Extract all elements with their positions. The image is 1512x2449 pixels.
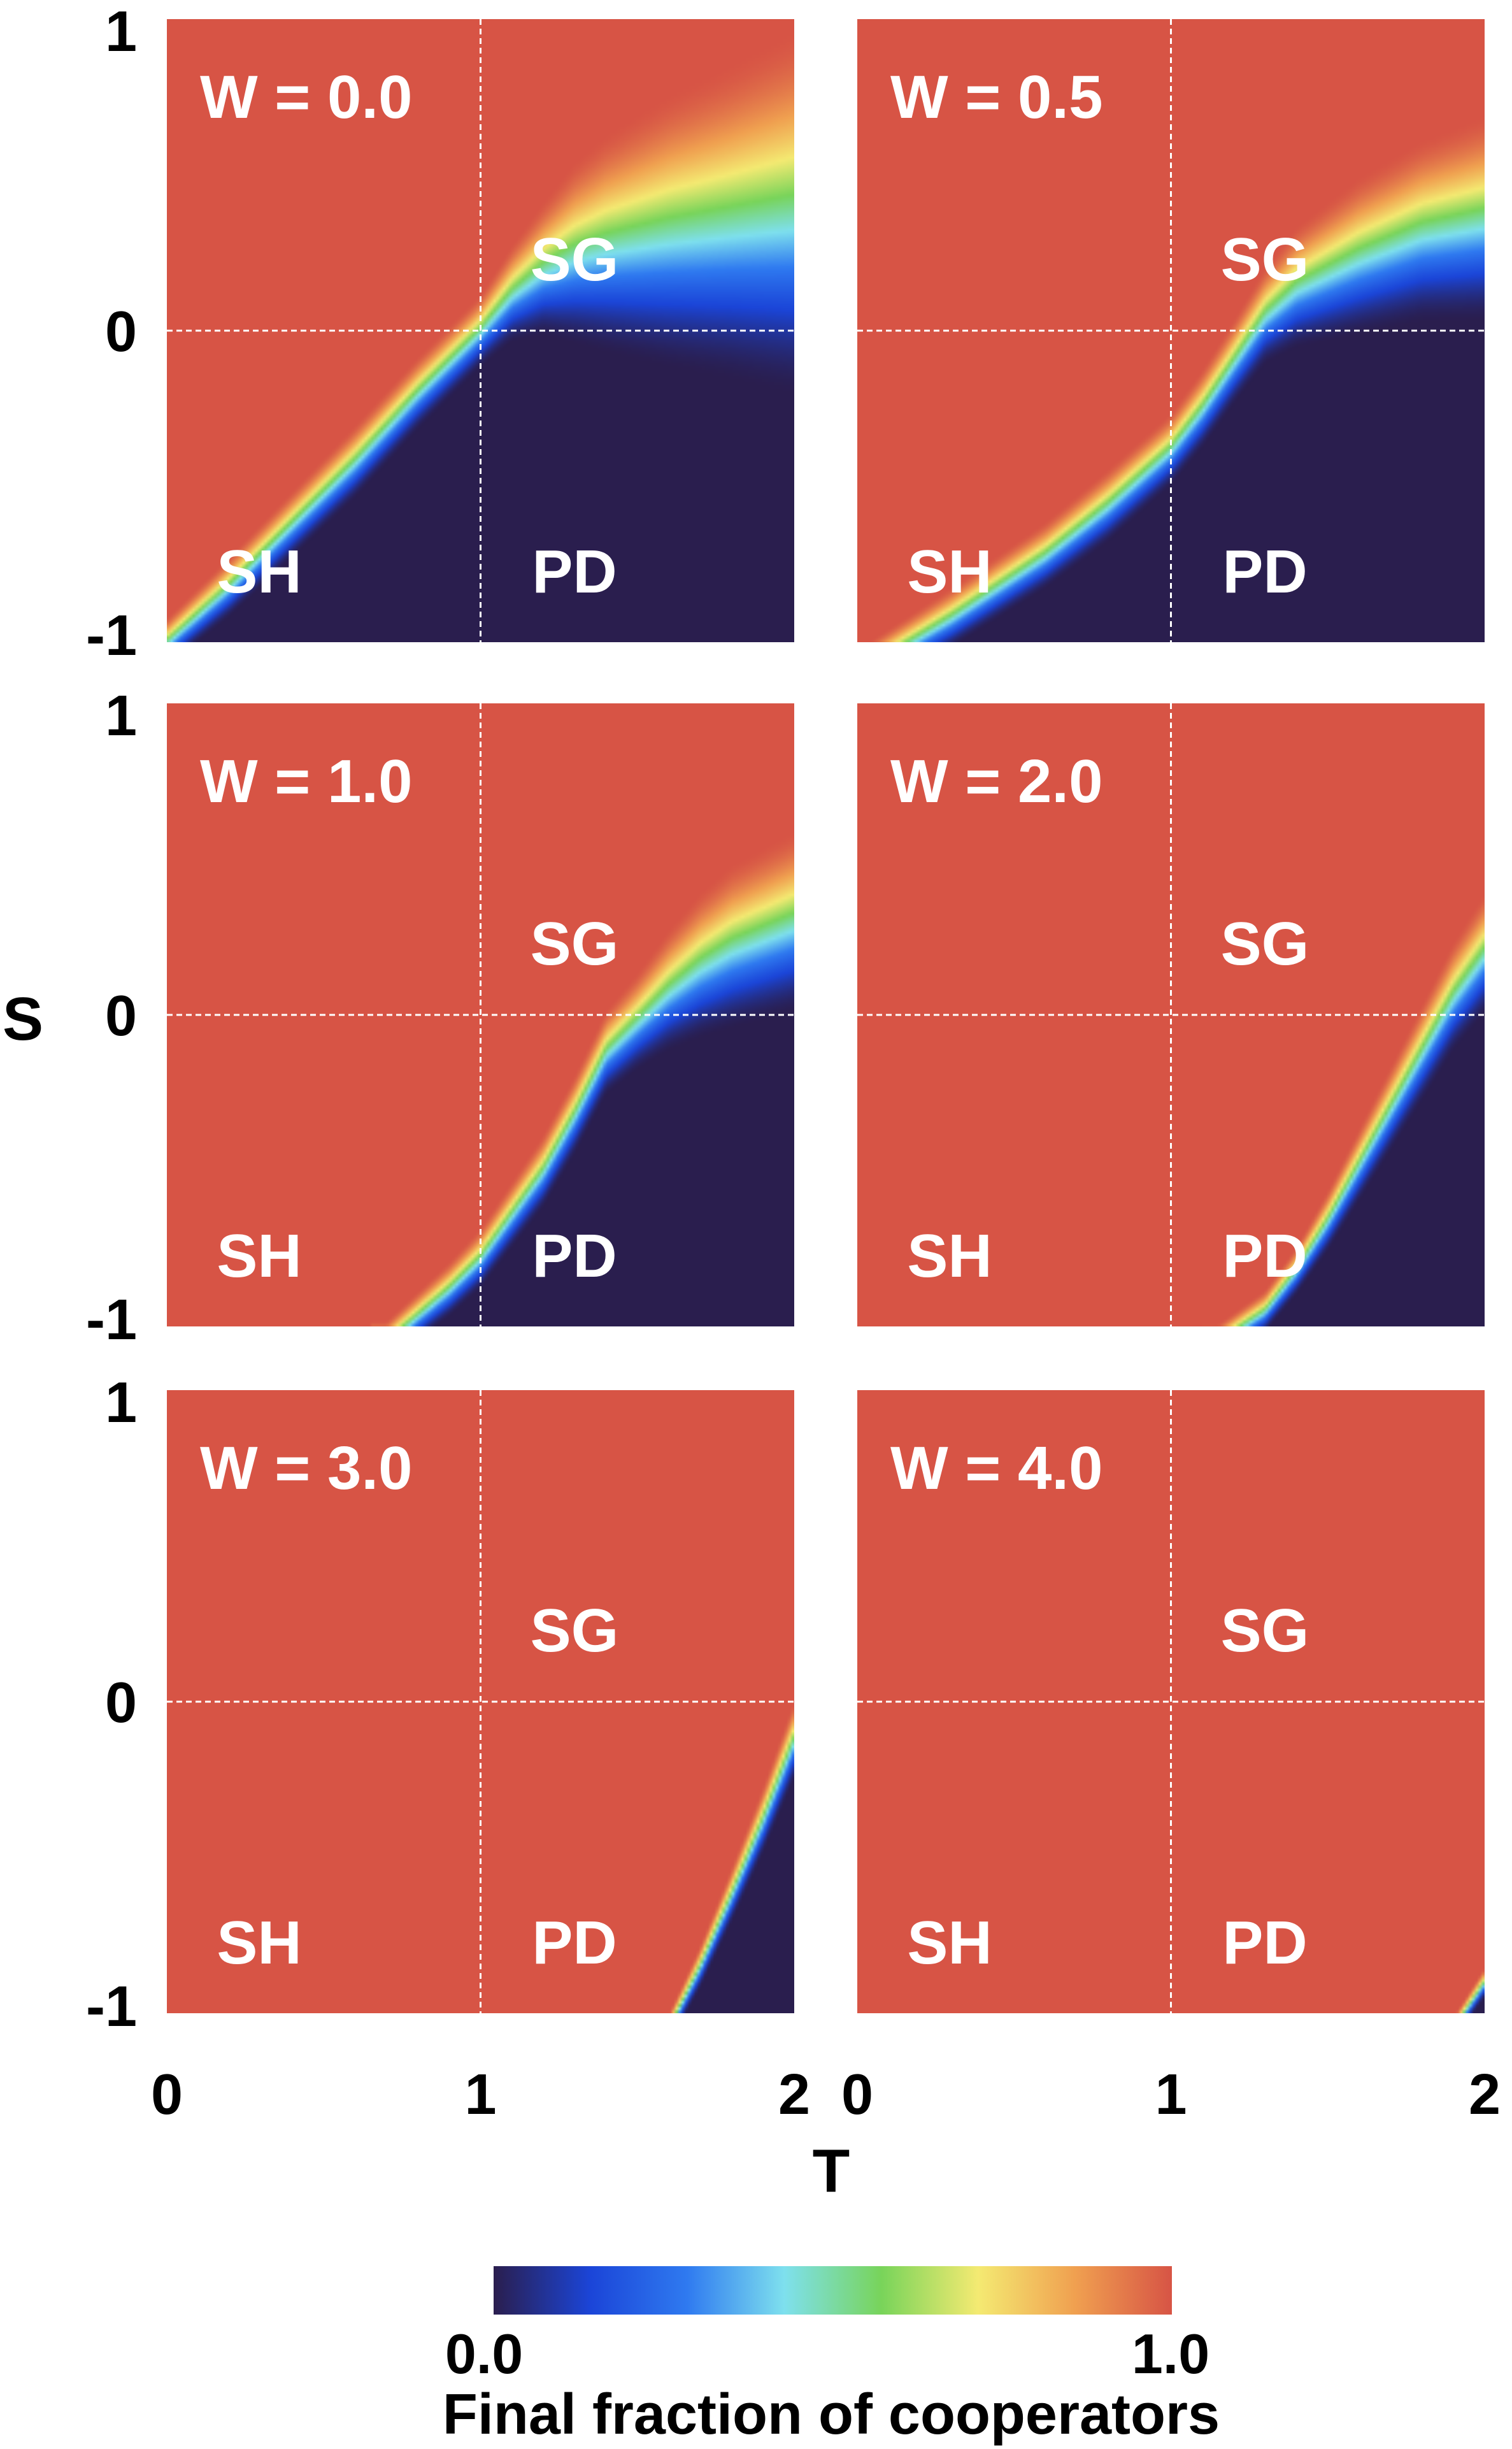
panel-title: W = 4.0 — [890, 1434, 1102, 1502]
x-tick-label: 2 — [1469, 2063, 1501, 2127]
y-tick-label: -1 — [86, 604, 137, 668]
panel-title: W = 0.0 — [200, 63, 412, 131]
region-label-pd: PD — [1222, 538, 1307, 606]
region-label-sg: SG — [1221, 1597, 1309, 1665]
region-label-sg: SG — [531, 1597, 619, 1665]
panel-title: W = 1.0 — [200, 747, 412, 815]
region-label-pd: PD — [1222, 1222, 1307, 1290]
colorbar-bar — [494, 2266, 1172, 2315]
y-tick-label: 0 — [105, 300, 137, 364]
x-tick-label: 1 — [1155, 2063, 1187, 2127]
region-label-pd: PD — [532, 1222, 617, 1290]
x-axis-title: T — [813, 2137, 850, 2205]
region-label-sh: SH — [217, 538, 301, 606]
region-label-pd: PD — [532, 538, 617, 606]
panel: W = 2.0 SG SH PD — [857, 703, 1485, 1326]
region-label-pd: PD — [1222, 1909, 1307, 1977]
panel: W = 3.0 SG SH PD — [167, 1390, 794, 2013]
y-tick-label: -1 — [86, 1288, 137, 1352]
x-tick-label: 2 — [778, 2063, 810, 2127]
region-label-sh: SH — [907, 538, 992, 606]
region-label-sh: SH — [907, 1222, 992, 1290]
colorbar-title: Final fraction of cooperators — [443, 2383, 1220, 2446]
region-label-sg: SG — [531, 910, 619, 978]
y-tick-label: 1 — [105, 1371, 137, 1435]
y-tick-label: 1 — [105, 684, 137, 748]
panel: W = 0.0 SG SH PD — [167, 19, 794, 642]
panel-title: W = 0.5 — [890, 63, 1102, 131]
colorbar-max-label: 1.0 — [1132, 2322, 1209, 2385]
colorbar-min-label: 0.0 — [445, 2322, 523, 2385]
y-tick-label: 1 — [105, 0, 137, 64]
panel: W = 1.0 SG SH PD — [167, 703, 794, 1326]
colorbar: 0.0 1.0 Final fraction of cooperators — [443, 2266, 1220, 2446]
panel: W = 0.5 SG SH PD — [857, 19, 1485, 642]
panel-title: W = 2.0 — [890, 747, 1102, 815]
region-label-sh: SH — [217, 1222, 301, 1290]
y-tick-label: 0 — [105, 984, 137, 1048]
y-axis-title: S — [3, 985, 43, 1053]
x-tick-label: 1 — [464, 2063, 496, 2127]
region-label-sg: SG — [1221, 910, 1309, 978]
region-label-pd: PD — [532, 1909, 617, 1977]
x-tick-label: 0 — [841, 2063, 873, 2127]
y-tick-label: 0 — [105, 1671, 137, 1735]
y-tick-label: -1 — [86, 1975, 137, 2039]
region-label-sg: SG — [1221, 226, 1309, 294]
region-label-sg: SG — [531, 226, 619, 294]
x-tick-label: 0 — [151, 2063, 183, 2127]
panel: W = 4.0 SG SH PD — [857, 1390, 1485, 2013]
panel-title: W = 3.0 — [200, 1434, 412, 1502]
region-label-sh: SH — [217, 1909, 301, 1977]
region-label-sh: SH — [907, 1909, 992, 1977]
